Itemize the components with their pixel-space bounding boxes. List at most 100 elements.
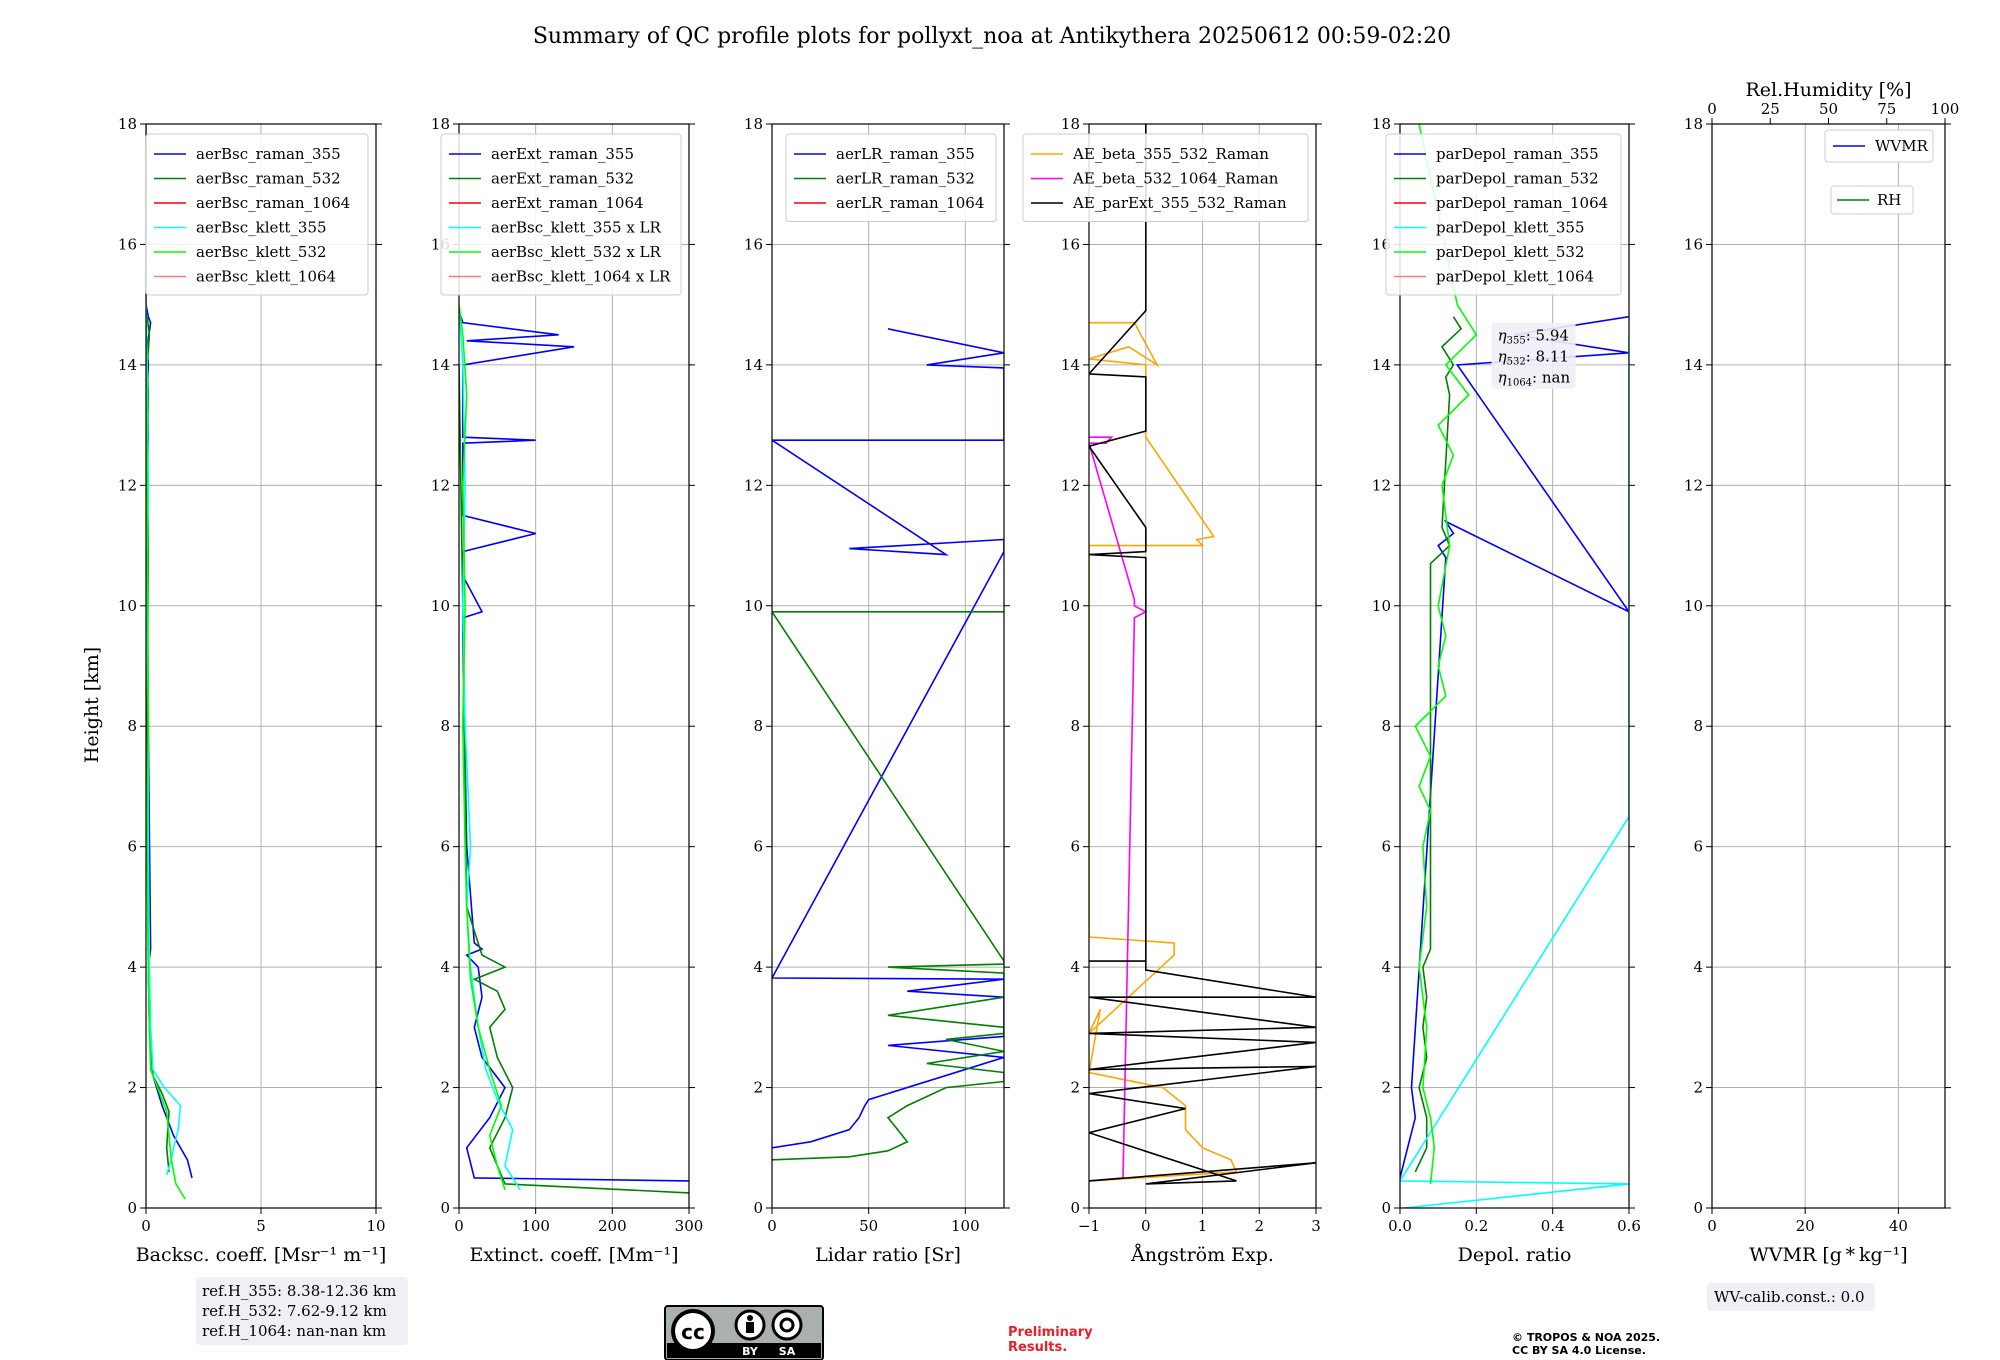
- axes-frame: [458, 123, 690, 1209]
- panels: 0 2 4 6 8 10 12 14 16 18 0 5 10 Backsc. coeff. [Msr⁻¹…: [118, 79, 1959, 1266]
- preliminary-label: Preliminary: [1008, 1325, 1093, 1340]
- y-tick-label: 4: [1070, 958, 1080, 976]
- series-line-aerLR_raman_355: [772, 328, 1004, 1149]
- sa-share-arrow: [779, 1317, 795, 1333]
- wv-calib-text: WV-calib.const.: 0.0: [1714, 1288, 1865, 1306]
- legend-entry: parDepol_klett_532: [1436, 243, 1585, 261]
- y-tick-label: 10: [1372, 597, 1391, 615]
- wv-calib-bg: [1707, 1283, 1875, 1311]
- top-x-tick-label: 50: [1819, 100, 1838, 118]
- x-tick-label: 10: [366, 1217, 385, 1235]
- y-tick-label: 8: [127, 717, 137, 735]
- x-tick-label: 0: [767, 1217, 777, 1235]
- by-person-body: [746, 1322, 754, 1333]
- y-tick-label: 8: [1070, 717, 1080, 735]
- series-group: [1400, 124, 1629, 1208]
- axes-frame: [1711, 123, 1946, 1209]
- y-tick-label: 16: [1684, 235, 1703, 253]
- y-tick-label: 18: [118, 115, 137, 133]
- legend-entry: aerBsc_klett_532: [196, 243, 327, 261]
- results-label: Results.: [1008, 1340, 1067, 1355]
- y-tick-label: 14: [1061, 356, 1080, 374]
- y-tick-label: 6: [753, 838, 763, 856]
- legend-entry: parDepol_raman_532: [1436, 170, 1599, 188]
- legend-box: [1830, 185, 1914, 215]
- legend-entry: aerExt_raman_1064: [491, 194, 644, 212]
- y-tick-label: 10: [1061, 597, 1080, 615]
- y-tick-label: 2: [127, 1079, 137, 1097]
- y-tick-label: 14: [118, 356, 137, 374]
- eta-355: η355: 5.94: [1498, 327, 1569, 347]
- cc-icon-letters: cc: [681, 1320, 705, 1344]
- ref-height-532: ref.H_532: 7.62-9.12 km: [202, 1302, 387, 1320]
- y-tick-label: 16: [118, 235, 137, 253]
- ref-height-1064: ref.H_1064: nan-nan km: [202, 1322, 386, 1340]
- eta-532: η532: 8.11: [1498, 348, 1569, 368]
- panel-backscatter: 0 2 4 6 8 10 12 14 16 18 0 5 10 Backsc. coeff. [Msr⁻¹…: [118, 115, 386, 1266]
- x-tick-label: 0.2: [1464, 1217, 1488, 1235]
- x-tick-label: −1: [1078, 1217, 1100, 1235]
- series-group: [1089, 124, 1316, 1185]
- series-group: [146, 124, 193, 1200]
- y-tick-label: 6: [127, 838, 137, 856]
- series-line-aerLR_raman_532: [772, 610, 1004, 1161]
- y-tick-label: 8: [1693, 717, 1703, 735]
- y-tick-label: 18: [1061, 115, 1080, 133]
- legend-entry: aerBsc_raman_1064: [196, 194, 350, 212]
- legend-entry: aerExt_raman_532: [491, 170, 634, 188]
- y-tick-label: 6: [1693, 838, 1703, 856]
- y-tick-label: 14: [744, 356, 763, 374]
- legend-entry: parDepol_raman_1064: [1436, 194, 1608, 212]
- x-tick-label: 100: [521, 1217, 550, 1235]
- legend-entry: aerBsc_klett_1064 x LR: [491, 268, 671, 286]
- ref-height-box: ref.H_355: 8.38-12.36 km ref.H_532: 7.62…: [196, 1277, 408, 1345]
- series-line-aerBsc_raman_355: [146, 304, 193, 1179]
- x-axis-label: Depol. ratio: [1458, 1244, 1572, 1266]
- x-tick-label: 3: [1311, 1217, 1321, 1235]
- x-tick-label: 300: [675, 1217, 704, 1235]
- x-axis-label: Extinct. coeff. [Mm⁻¹]: [469, 1244, 678, 1266]
- legend-entry: aerLR_raman_532: [836, 170, 975, 188]
- by-person-head: [747, 1315, 753, 1321]
- y-tick-label: 10: [118, 597, 137, 615]
- x-tick-label: 5: [256, 1217, 266, 1235]
- series-line-parDepol_raman_532: [1414, 316, 1463, 1173]
- top-x-tick-label: 25: [1761, 100, 1780, 118]
- x-tick-label: 0: [454, 1217, 464, 1235]
- legend-entry: RH: [1877, 191, 1901, 209]
- axes-frame: [1399, 123, 1630, 1209]
- legend-entry: aerBsc_klett_355: [196, 219, 327, 237]
- x-tick-label: 2: [1254, 1217, 1264, 1235]
- legend-box: [1385, 133, 1622, 296]
- y-tick-label: 12: [1684, 476, 1703, 494]
- y-axis-label: Height [km]: [81, 647, 103, 763]
- top-x-tick-label: 0: [1707, 100, 1717, 118]
- y-tick-label: 0: [753, 1199, 763, 1217]
- legend-entry: parDepol_raman_355: [1436, 145, 1599, 163]
- series-line-parDepol_klett_355: [1400, 334, 1629, 1208]
- top-x-tick-label: 100: [1931, 100, 1960, 118]
- legend-entry: aerBsc_raman_355: [196, 145, 341, 163]
- x-tick-label: 100: [951, 1217, 980, 1235]
- x-tick-label: 200: [598, 1217, 627, 1235]
- legend-entry: aerLR_raman_355: [836, 145, 975, 163]
- y-tick-label: 4: [753, 958, 763, 976]
- y-tick-label: 12: [1061, 476, 1080, 494]
- eta-1064: η1064: nan: [1498, 369, 1571, 389]
- y-tick-label: 12: [118, 476, 137, 494]
- x-tick-label: 0.0: [1388, 1217, 1412, 1235]
- legend-entry: aerLR_raman_1064: [836, 194, 984, 212]
- y-tick-label: 4: [1693, 958, 1703, 976]
- legend-box: [785, 133, 997, 222]
- ref-height-355: ref.H_355: 8.38-12.36 km: [202, 1282, 396, 1300]
- x-axis-label: Backsc. coeff. [Msr⁻¹ m⁻¹]: [136, 1244, 387, 1266]
- series-line-parDepol_klett_532: [1414, 124, 1478, 1184]
- legend-entry: AE_parExt_355_532_Raman: [1072, 194, 1287, 212]
- license-line: CC BY SA 4.0 License.: [1512, 1344, 1646, 1357]
- legend-entry: WVMR: [1875, 137, 1929, 155]
- series-line-aerBsc_klett_355: [146, 304, 182, 1176]
